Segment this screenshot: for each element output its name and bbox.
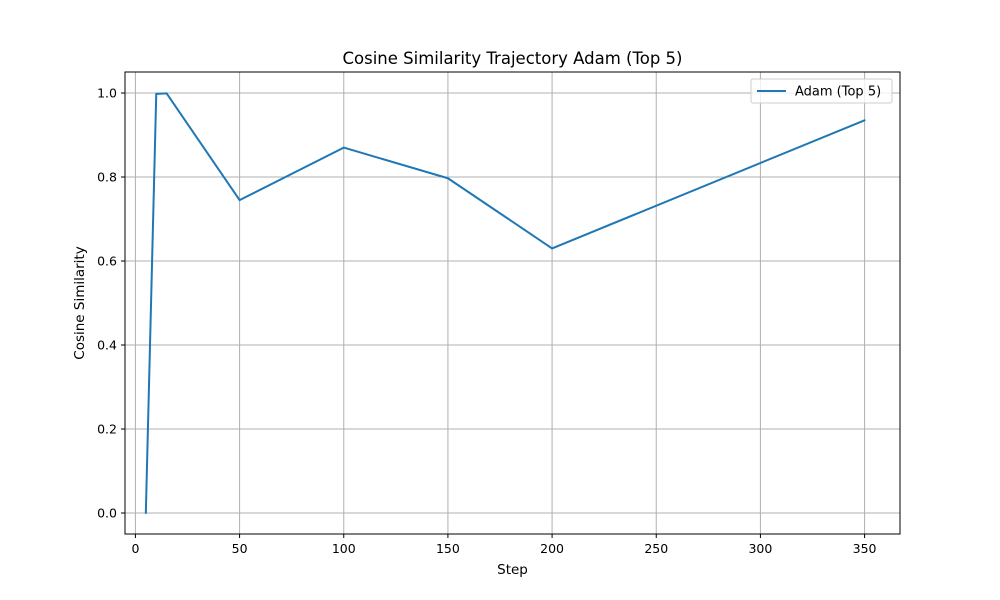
series-layer	[144, 92, 866, 514]
data-point	[446, 177, 449, 180]
data-point	[238, 199, 241, 202]
y-axis-title: Cosine Similarity	[72, 246, 88, 359]
data-point	[342, 146, 345, 149]
chart-title: Cosine Similarity Trajectory Adam (Top 5…	[343, 49, 683, 68]
y-tick-label: 0.6	[97, 254, 117, 269]
x-tick-label: 200	[540, 541, 564, 556]
data-point	[863, 119, 866, 122]
x-tick-label: 350	[853, 541, 877, 556]
plot-area-frame	[124, 71, 901, 535]
data-point	[144, 512, 147, 514]
y-tick-label: 0.8	[97, 170, 117, 185]
y-tick-label: 1.0	[97, 86, 117, 101]
x-tick-label: 150	[436, 541, 460, 556]
x-tick-label: 0	[131, 541, 139, 556]
x-tick-label: 250	[644, 541, 668, 556]
grid	[125, 72, 900, 534]
x-tick-label: 100	[332, 541, 356, 556]
series-line	[144, 92, 865, 514]
y-tick-label: 0.0	[97, 506, 117, 521]
y-tick-label: 0.2	[97, 422, 117, 437]
x-axis-title: Step	[497, 562, 528, 578]
data-point	[155, 92, 158, 95]
x-tick-label: 300	[748, 541, 772, 556]
x-axis-ticks: 0 50 100 150 200 250 300 350	[131, 534, 877, 556]
y-axis-ticks: 0.0 0.2 0.4 0.6 0.8 1.0	[97, 86, 125, 521]
data-point	[165, 92, 168, 95]
x-tick-label: 50	[232, 541, 248, 556]
y-tick-label: 0.4	[97, 338, 117, 353]
legend-label: Adam (Top 5)	[795, 85, 881, 100]
data-point	[551, 247, 554, 250]
legend-box	[750, 78, 893, 104]
legend: Adam (Top 5)	[750, 78, 893, 104]
